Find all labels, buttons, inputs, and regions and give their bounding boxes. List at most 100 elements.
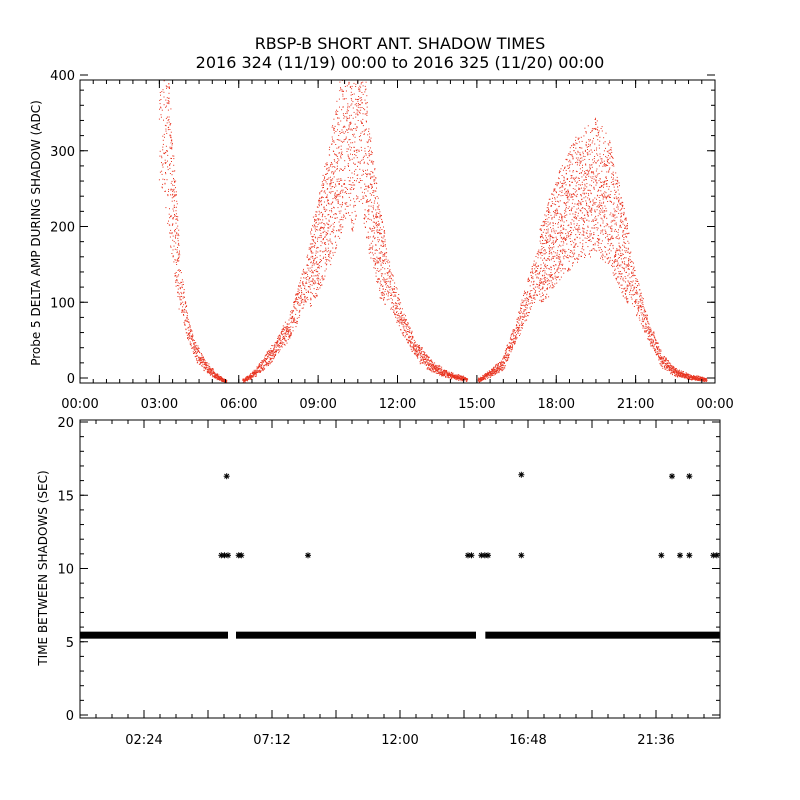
amplitude-point [391, 294, 393, 296]
amplitude-point [173, 196, 175, 198]
amplitude-point [166, 116, 168, 118]
amplitude-point [421, 356, 423, 358]
amplitude-point [405, 330, 407, 332]
amplitude-point [416, 354, 418, 356]
amplitude-point [369, 159, 371, 161]
amplitude-point [320, 227, 322, 229]
amplitude-point [548, 251, 550, 252]
amplitude-point [178, 308, 180, 310]
amplitude-point [175, 187, 176, 189]
amplitude-point [331, 179, 333, 181]
amplitude-point [344, 126, 346, 128]
amplitude-point [177, 275, 179, 277]
amplitude-point [183, 322, 185, 324]
amplitude-point [174, 181, 176, 183]
amplitude-point [544, 222, 546, 224]
amplitude-point [561, 220, 563, 222]
amplitude-point [361, 92, 363, 93]
amplitude-point [367, 142, 369, 144]
amplitude-point [574, 194, 575, 196]
amplitude-point [321, 196, 323, 198]
amplitude-point [174, 230, 176, 232]
amplitude-point [317, 224, 319, 225]
amplitude-point [566, 220, 568, 222]
amplitude-point [533, 297, 534, 299]
amplitude-point [377, 279, 379, 281]
amplitude-point [182, 281, 184, 283]
amplitude-point [278, 339, 280, 341]
amplitude-point [435, 367, 437, 369]
amplitude-point [577, 137, 579, 139]
amplitude-point [485, 376, 487, 378]
amplitude-point [391, 294, 393, 296]
amplitude-point [505, 350, 507, 352]
amplitude-point [348, 196, 350, 198]
amplitude-point [554, 273, 556, 275]
amplitude-point [161, 173, 163, 175]
amplitude-point [336, 156, 338, 157]
amplitude-point [383, 297, 385, 299]
amplitude-point [324, 242, 326, 244]
amplitude-point [170, 135, 172, 137]
amplitude-point [357, 114, 359, 116]
amplitude-point [282, 330, 284, 332]
amplitude-point [203, 367, 205, 369]
amplitude-point [166, 105, 167, 107]
amplitude-point [337, 194, 339, 196]
amplitude-point [273, 349, 275, 351]
amplitude-point [366, 95, 368, 97]
amplitude-point [504, 367, 506, 369]
amplitude-point [425, 355, 427, 357]
amplitude-point [428, 356, 430, 358]
amplitude-point [173, 164, 175, 166]
amplitude-point [299, 286, 301, 288]
amplitude-point [413, 343, 415, 345]
amplitude-point [384, 255, 386, 257]
amplitude-point [379, 297, 381, 299]
amplitude-point [184, 302, 186, 304]
amplitude-point [311, 229, 313, 231]
amplitude-point [188, 334, 190, 336]
amplitude-point [200, 362, 201, 364]
amplitude-point [180, 291, 182, 293]
amplitude-point [357, 196, 359, 198]
amplitude-point [543, 281, 545, 282]
amplitude-point [255, 369, 257, 371]
amplitude-point [182, 310, 184, 312]
amplitude-point [364, 99, 366, 101]
amplitude-point [305, 272, 307, 274]
amplitude-point [172, 184, 173, 186]
amplitude-point [352, 226, 354, 228]
amplitude-point [499, 361, 501, 363]
amplitude-point [350, 189, 352, 191]
amplitude-point [556, 282, 558, 284]
amplitude-point [167, 109, 169, 111]
amplitude-point [408, 341, 409, 343]
amplitude-point [163, 119, 164, 121]
amplitude-point [565, 169, 567, 171]
amplitude-point [398, 299, 400, 301]
amplitude-point [170, 215, 172, 217]
amplitude-point [380, 251, 382, 252]
amplitude-point [285, 332, 287, 334]
amplitude-point [323, 238, 324, 240]
amplitude-point [160, 107, 162, 109]
amplitude-point [495, 366, 496, 368]
amplitude-point [325, 258, 327, 260]
amplitude-point [358, 90, 360, 92]
amplitude-point [335, 217, 337, 219]
amplitude-point [385, 258, 387, 260]
amplitude-point [550, 269, 552, 271]
chart-subtitle: 2016 324 (11/19) 00:00 to 2016 325 (11/2… [196, 53, 605, 72]
amplitude-point [434, 362, 436, 364]
amplitude-point [318, 219, 319, 221]
amplitude-point [171, 233, 173, 235]
amplitude-point [334, 196, 336, 198]
amplitude-point [318, 281, 319, 283]
amplitude-point [392, 292, 394, 293]
amplitude-point [514, 343, 516, 345]
amplitude-point [264, 357, 265, 359]
amplitude-point [557, 246, 559, 248]
amplitude-point [326, 183, 328, 185]
amplitude-point [389, 269, 391, 271]
